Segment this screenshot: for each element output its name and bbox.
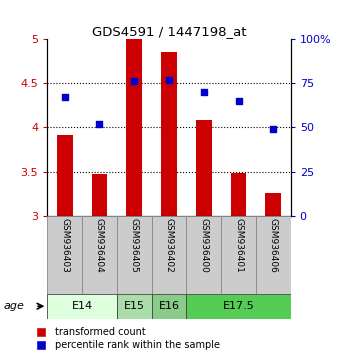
Bar — [265, 193, 281, 216]
Bar — [47, 294, 117, 319]
Bar — [126, 39, 142, 216]
Point — [271, 126, 276, 132]
Legend: transformed count, percentile rank within the sample: transformed count, percentile rank withi… — [28, 324, 224, 354]
Text: GSM936403: GSM936403 — [60, 218, 69, 273]
Bar — [186, 216, 221, 294]
Point — [166, 77, 172, 82]
Text: GSM936401: GSM936401 — [234, 218, 243, 273]
Title: GDS4591 / 1447198_at: GDS4591 / 1447198_at — [92, 25, 246, 38]
Bar — [186, 294, 291, 319]
Text: GSM936402: GSM936402 — [165, 218, 173, 273]
Bar — [117, 294, 152, 319]
Bar — [196, 120, 212, 216]
Bar — [152, 216, 186, 294]
Text: GSM936406: GSM936406 — [269, 218, 278, 273]
Bar — [161, 52, 177, 216]
Bar — [47, 216, 82, 294]
Text: E15: E15 — [124, 301, 145, 311]
Text: GSM936400: GSM936400 — [199, 218, 208, 273]
Bar — [221, 216, 256, 294]
Bar — [82, 216, 117, 294]
Text: E14: E14 — [72, 301, 93, 311]
Bar — [57, 135, 73, 216]
Point — [131, 79, 137, 84]
Point — [62, 95, 67, 100]
Text: GSM936404: GSM936404 — [95, 218, 104, 273]
Point — [201, 89, 207, 95]
Text: E17.5: E17.5 — [223, 301, 255, 311]
Point — [236, 98, 241, 104]
Text: E16: E16 — [159, 301, 179, 311]
Bar — [256, 216, 291, 294]
Bar — [92, 174, 107, 216]
Bar — [152, 294, 186, 319]
Point — [97, 121, 102, 127]
Text: age: age — [3, 301, 24, 311]
Bar — [231, 172, 246, 216]
Text: GSM936405: GSM936405 — [130, 218, 139, 273]
Bar — [117, 216, 152, 294]
